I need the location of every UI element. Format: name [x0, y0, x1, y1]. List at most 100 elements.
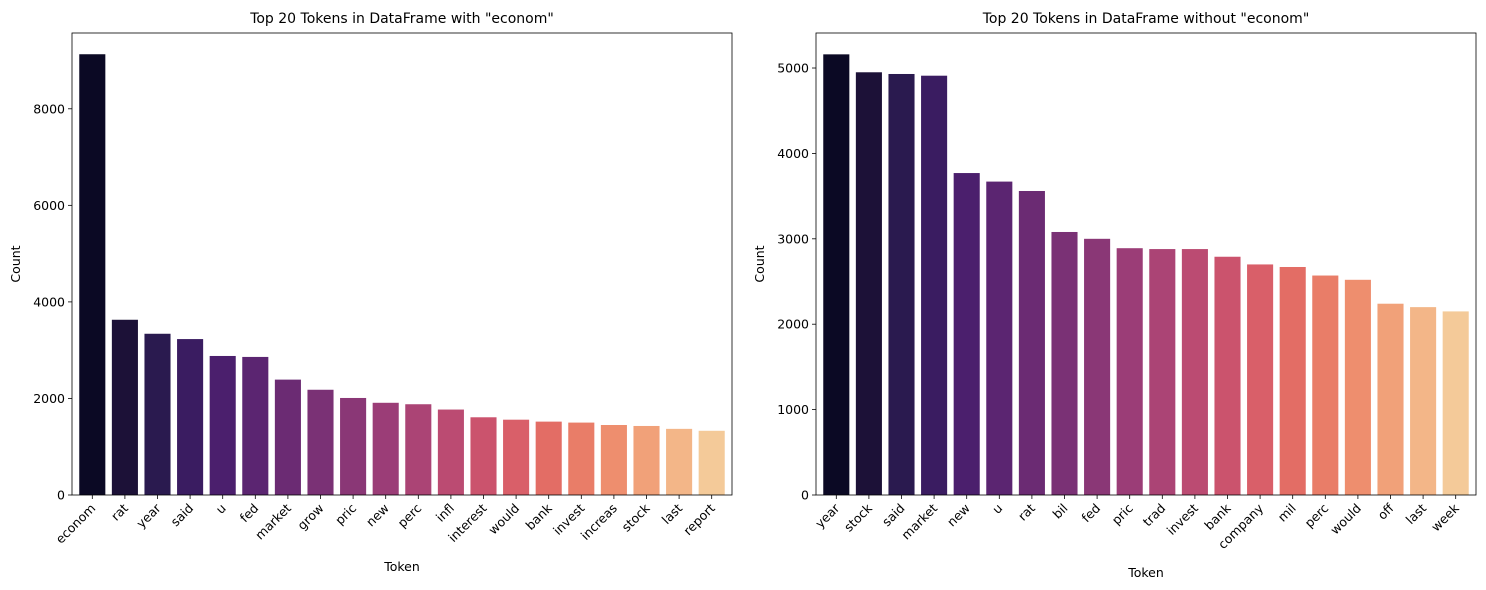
chart-left-x-tick-label: market	[252, 500, 294, 542]
chart-right-x-label: Token	[1127, 565, 1164, 580]
chart-right-bars	[823, 54, 1469, 496]
chart-right-bar-invest	[1181, 249, 1208, 495]
chart-right-x-tick-label: off	[1375, 500, 1397, 522]
chart-right-x-tick-label: u	[989, 501, 1005, 517]
chart-left-bar-would	[503, 419, 530, 495]
chart-right-bar-off	[1377, 303, 1404, 495]
chart-right-x-tick-label: mil	[1275, 501, 1299, 525]
chart-left-x-tick-label: increas	[578, 501, 620, 543]
chart-left-x-tick-label: new	[363, 501, 392, 530]
chart-right-x-tick-label: rat	[1015, 500, 1038, 523]
chart-left-bar-market	[274, 379, 301, 495]
chart-left-title: Top 20 Tokens in DataFrame with "econom"	[249, 11, 554, 27]
chart-right-bar-stock	[855, 72, 882, 495]
chart-left-bar-infl	[437, 409, 464, 495]
chart-left-bar-new	[372, 402, 399, 495]
chart-left: Top 20 Tokens in DataFrame with "econom"…	[8, 11, 733, 574]
chart-right-x-tick-label: would	[1327, 501, 1364, 538]
chart-right-bar-would	[1344, 279, 1371, 495]
chart-left-bar-invest	[568, 422, 595, 495]
chart-right-x-tick-label: pric	[1109, 500, 1136, 527]
chart-left-x-tick-label: rat	[108, 500, 131, 523]
chart-right-y-label: Count	[752, 245, 767, 282]
chart-right-bar-rat	[1018, 190, 1045, 496]
chart-right-bar-last	[1410, 307, 1437, 495]
chart-left-y-ticks: 0 2000 4000 6000 8000	[33, 101, 72, 503]
chart-right-bar-trad	[1149, 249, 1176, 495]
chart-left-x-tick-label: last	[659, 500, 686, 527]
chart-right-x-tick-label: said	[879, 501, 908, 530]
chart-right-bar-new	[953, 173, 980, 496]
chart-left-bar-said	[177, 339, 204, 495]
chart-right-axes-frame	[815, 32, 1477, 496]
chart-left-y-tick-label: 8000	[33, 101, 65, 116]
chart-left-bar-interest	[470, 417, 497, 495]
chart-right-x-tick-label: week	[1428, 500, 1462, 534]
chart-left-bar-perc	[405, 404, 432, 495]
chart-left-x-tick-label: pric	[332, 500, 359, 527]
chart-left-bar-year	[144, 333, 171, 495]
chart-right-bar-bank	[1214, 256, 1241, 495]
chart-right-bar-fed	[1084, 238, 1111, 495]
chart-right-y-tick-label: 4000	[777, 146, 809, 161]
chart-left-y-tick-label: 6000	[33, 198, 65, 213]
chart-right-y-ticks: 0 1000 2000 3000 4000 5000	[777, 61, 816, 503]
chart-right-x-tick-label: last	[1403, 500, 1430, 527]
chart-right-x-tick-label: year	[812, 500, 843, 531]
chart-left-bars	[79, 54, 725, 496]
chart-left-x-tick-label: u	[213, 501, 229, 517]
chart-left-bar-fed	[242, 356, 269, 495]
chart-right-x-tick-label: invest	[1164, 500, 1201, 537]
chart-right-title: Top 20 Tokens in DataFrame without "econ…	[982, 11, 1310, 27]
chart-left-x-tick-label: infl	[433, 501, 457, 525]
chart-right-bar-year	[823, 54, 850, 495]
chart-left-y-label: Count	[8, 245, 23, 282]
chart-left-bar-report	[698, 430, 725, 495]
chart-right-bar-said	[888, 73, 915, 496]
chart-left-x-tick-label: econom	[52, 501, 98, 547]
chart-left-bar-econom	[79, 54, 106, 496]
chart-left-bar-last	[666, 428, 693, 495]
chart-right-y-tick-label: 0	[801, 488, 809, 503]
chart-left-x-tick-label: would	[485, 501, 522, 538]
chart-left-bar-bank	[535, 421, 562, 495]
chart-right-bar-pric	[1116, 248, 1143, 495]
chart-right-x-tick-label: trad	[1140, 501, 1169, 530]
chart-left-x-tick-label: fed	[237, 501, 262, 526]
chart-left-y-tick-label: 2000	[33, 391, 65, 406]
chart-right-x-tick-label: fed	[1078, 501, 1103, 526]
chart-right-bar-u	[986, 181, 1013, 495]
chart-right-x-tick-label: stock	[841, 500, 876, 535]
chart-right-bar-bil	[1051, 231, 1078, 496]
chart-right-x-tick-label: bil	[1049, 501, 1070, 522]
chart-right-y-tick-label: 1000	[777, 402, 809, 417]
chart-left-bar-pric	[340, 397, 367, 495]
chart-left-bar-rat	[111, 319, 138, 495]
chart-right-bar-company	[1247, 264, 1274, 495]
chart-left-bar-grow	[307, 389, 334, 495]
chart-left-y-tick-label: 4000	[33, 294, 65, 309]
chart-right: Top 20 Tokens in DataFrame without "econ…	[752, 11, 1477, 580]
chart-left-x-label: Token	[383, 559, 420, 574]
chart-right-bar-market	[921, 75, 948, 495]
chart-right-bar-week	[1442, 311, 1469, 495]
chart-left-bar-u	[209, 355, 236, 495]
chart-right-y-tick-label: 5000	[777, 61, 809, 76]
chart-left-x-tick-label: perc	[394, 500, 424, 530]
chart-right-x-tick-label: new	[944, 501, 973, 530]
chart-left-x-tick-label: stock	[619, 500, 654, 535]
chart-left-x-tick-label: said	[168, 501, 197, 530]
chart-left-x-tick-label: grow	[294, 501, 326, 533]
chart-right-y-tick-label: 2000	[777, 317, 809, 332]
chart-left-x-tick-label: report	[680, 500, 718, 538]
chart-left-y-tick-label: 0	[57, 488, 65, 503]
chart-right-bar-perc	[1312, 275, 1339, 495]
chart-left-axes-frame	[71, 32, 733, 496]
chart-right-y-tick-label: 3000	[777, 231, 809, 246]
chart-left-bar-increas	[600, 425, 627, 495]
chart-left-x-tick-label: year	[133, 500, 164, 531]
chart-right-bar-mil	[1279, 266, 1306, 495]
